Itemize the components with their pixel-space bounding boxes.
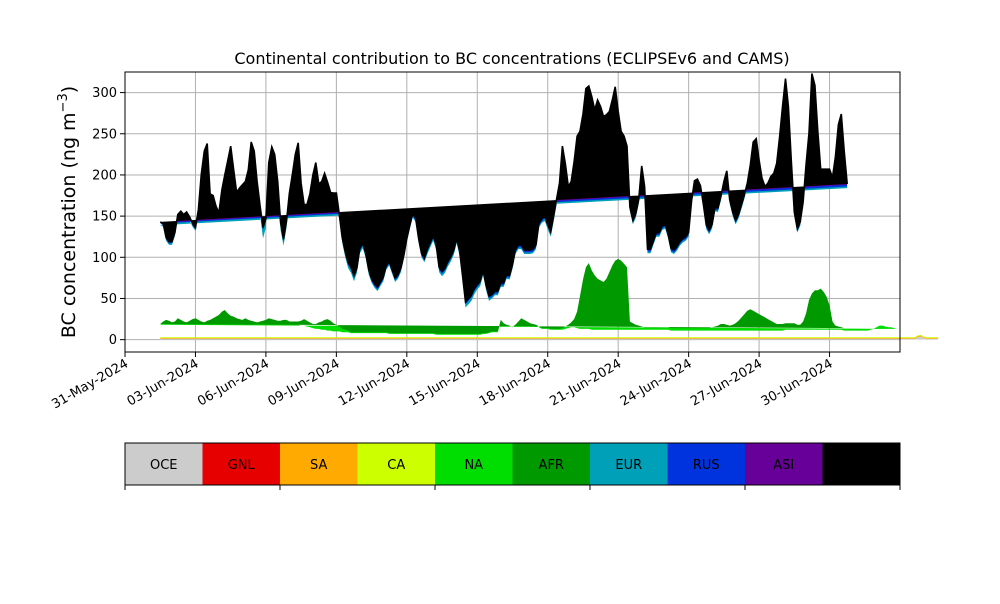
y-axis-label-main: BC concentration (ng m bbox=[58, 112, 80, 338]
y-axis-ticks: 0 50 100 150 200 250 300 bbox=[92, 86, 125, 348]
legend-label-aus: AUS bbox=[848, 458, 875, 473]
legend-swatch-eur bbox=[590, 443, 668, 485]
y-tick-label: 0 bbox=[109, 333, 117, 348]
legend-label-ca: CA bbox=[387, 458, 405, 473]
legend-colorbar: OCE GNL SA CA NA AFR EUR RUS ASI AUS bbox=[124, 442, 901, 490]
legend-swatch-afr bbox=[512, 443, 590, 485]
area-series-afr bbox=[160, 258, 848, 334]
y-axis-label-superscript: −3 bbox=[56, 93, 71, 112]
y-tick-label: 300 bbox=[92, 86, 117, 101]
legend-frame bbox=[124, 442, 901, 486]
legend-label-afr: AFR bbox=[539, 458, 564, 473]
y-axis-label: BC concentration (ng m−3) bbox=[56, 86, 80, 338]
legend-swatch-aus bbox=[822, 443, 900, 485]
plot-frame bbox=[124, 71, 901, 353]
x-tick-label: 06-Jun-2024 bbox=[195, 356, 272, 409]
y-tick-label: 100 bbox=[92, 251, 117, 266]
legend-label-gnl: GNL bbox=[228, 458, 256, 473]
x-tick-label: 27-Jun-2024 bbox=[688, 356, 765, 409]
legend-swatch-gnl bbox=[202, 443, 280, 485]
legend-swatch-asi bbox=[745, 443, 823, 485]
legend-label-oce: OCE bbox=[150, 458, 178, 473]
area-series-aus bbox=[160, 73, 848, 302]
area-series-ca bbox=[160, 334, 939, 338]
areas-layer bbox=[159, 73, 939, 340]
y-axis-label-close: ) bbox=[58, 86, 80, 93]
total-concentration-line bbox=[159, 73, 848, 304]
legend-label-na: NA bbox=[464, 458, 483, 473]
legend-label-asi: ASI bbox=[773, 458, 794, 473]
y-tick-label: 50 bbox=[100, 292, 117, 307]
legend-label-eur: EUR bbox=[615, 458, 642, 473]
x-tick-label: 03-Jun-2024 bbox=[125, 356, 202, 409]
legend-swatch-oce bbox=[125, 443, 203, 485]
legend-swatch-na bbox=[435, 443, 513, 485]
legend-label-sa: SA bbox=[310, 458, 327, 473]
y-tick-label: 150 bbox=[92, 210, 117, 225]
x-tick-label: 15-Jun-2024 bbox=[406, 356, 483, 409]
x-tick-label: 31-May-2024 bbox=[49, 356, 131, 412]
x-tick-label: 24-Jun-2024 bbox=[618, 356, 695, 409]
x-tick-label: 21-Jun-2024 bbox=[547, 356, 624, 409]
legend-label-rus: RUS bbox=[693, 458, 720, 473]
legend-swatch-rus bbox=[667, 443, 745, 485]
x-tick-label: 30-Jun-2024 bbox=[759, 356, 836, 409]
legend-swatch-ca bbox=[357, 443, 435, 485]
y-tick-label: 250 bbox=[92, 127, 117, 142]
y-tick-label: 200 bbox=[92, 168, 117, 183]
x-tick-label: 09-Jun-2024 bbox=[266, 356, 343, 409]
area-series-sa bbox=[160, 335, 939, 339]
legend-swatch-sa bbox=[280, 443, 358, 485]
x-axis-ticks: 31-May-202403-Jun-202406-Jun-202409-Jun-… bbox=[49, 352, 836, 412]
chart-title: Continental contribution to BC concentra… bbox=[234, 49, 789, 68]
x-tick-label: 12-Jun-2024 bbox=[336, 356, 413, 409]
x-tick-label: 18-Jun-2024 bbox=[477, 356, 554, 409]
